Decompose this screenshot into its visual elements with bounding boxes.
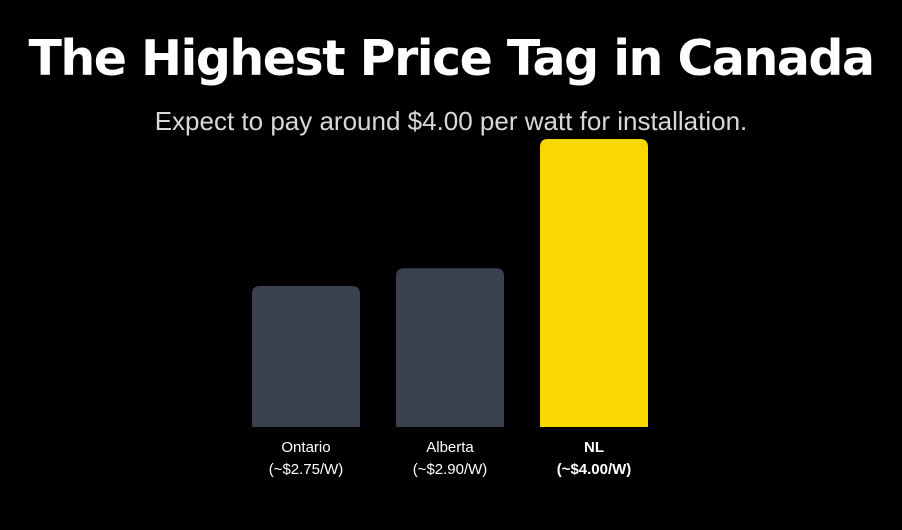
value-label-nl: (~$4.00/W) (557, 461, 632, 478)
category-label-nl: NL (584, 439, 604, 456)
bar-nl (540, 139, 648, 427)
category-label-ontario: Ontario (281, 439, 330, 456)
bar-ontario (252, 285, 360, 427)
value-label-alberta: (~$2.90/W) (413, 461, 488, 478)
category-label-alberta: Alberta (426, 439, 474, 456)
chart-subtitle: Expect to pay around $4.00 per watt for … (154, 106, 748, 136)
value-label-ontario: (~$2.75/W) (269, 461, 344, 478)
bar-alberta (396, 268, 504, 427)
chart-title: The Highest Price Tag in Canada (28, 30, 875, 87)
